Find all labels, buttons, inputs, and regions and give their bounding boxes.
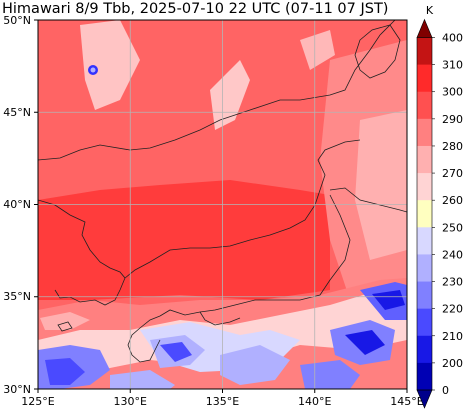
colorbar-tick-label: 0 <box>442 384 449 397</box>
colorbar-tick-label: 230 <box>442 276 463 289</box>
colorbar-band <box>417 200 432 228</box>
temperature-field <box>38 20 407 389</box>
colorbar-band <box>417 37 432 66</box>
colorbar: K 400 310 300 290 280 270 260 250 240 230 220 210 200… <box>416 4 463 409</box>
latitude-labels: 50°N 45°N 40°N 35°N 30°N <box>3 14 31 396</box>
colorbar-tick-label: 220 <box>442 303 463 316</box>
colorbar-tick-label: 290 <box>442 113 463 126</box>
lon-label: 145°E <box>390 395 423 408</box>
axis-ticks <box>34 19 408 393</box>
colorbar-band <box>417 281 432 310</box>
longitude-labels: 125°E 130°E 135°E 140°E 145°E <box>21 395 423 408</box>
colorbar-frame <box>416 37 433 391</box>
colorbar-extension-top <box>416 18 433 38</box>
colorbar-tick-label: 280 <box>442 140 463 153</box>
colorbar-band <box>417 64 432 93</box>
colorbar-tick-label: 260 <box>442 194 463 207</box>
colorbar-band <box>417 362 432 391</box>
colorbar-band <box>417 308 432 337</box>
colorbar-band <box>417 173 432 201</box>
colorbar-tick-label: 300 <box>442 86 463 99</box>
map-title: Himawari 8/9 Tbb, 2025-07-10 22 UTC (07-… <box>2 1 389 17</box>
lat-label: 45°N <box>3 106 31 119</box>
colorbar-tick-label: 200 <box>442 357 463 370</box>
colorbar-tick-label: 310 <box>442 59 463 72</box>
colorbar-unit: K <box>426 4 434 17</box>
colorbar-band <box>417 118 432 147</box>
colorbar-tick-label: 400 <box>442 32 463 45</box>
colorbar-band <box>417 91 432 120</box>
coastlines <box>38 20 407 363</box>
warm-sea-region <box>38 180 330 300</box>
colorbar-tick-label: 250 <box>442 221 463 234</box>
lon-label: 130°E <box>114 395 147 408</box>
grid-lines <box>38 20 407 389</box>
colorbar-tick-label: 240 <box>442 248 463 261</box>
colorbar-tick-label: 270 <box>442 167 463 180</box>
lon-label: 125°E <box>21 395 54 408</box>
lat-label: 35°N <box>3 290 31 303</box>
lon-label: 140°E <box>298 395 331 408</box>
lon-label: 135°E <box>206 395 239 408</box>
colorbar-band <box>417 145 432 174</box>
lat-label: 50°N <box>3 14 31 27</box>
lat-label: 40°N <box>3 198 31 211</box>
colorbar-band <box>417 335 432 364</box>
colorbar-band <box>417 254 432 283</box>
colorbar-band <box>417 227 432 255</box>
lat-label: 30°N <box>3 383 31 396</box>
colorbar-tick-label: 210 <box>442 330 463 343</box>
